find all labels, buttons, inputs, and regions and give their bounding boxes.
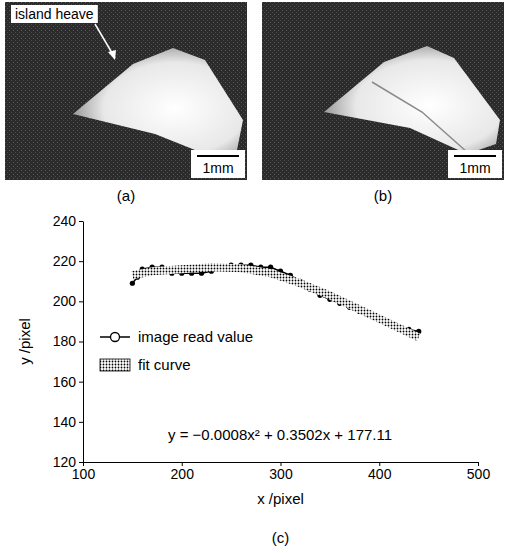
tick: 140 [53,414,83,430]
legend-entry: image read value [100,328,253,345]
tick: 120 [53,454,83,470]
inner-edge [372,82,467,152]
tick-mark [79,382,83,383]
tick-label: 220 [53,253,77,269]
sample-shape [73,48,243,158]
scale-bar-box [191,150,245,178]
figure: 1mmisland heave(a)1mm(b)1002003004005001… [0,0,510,553]
tick-mark [79,301,83,302]
legend-label: image read value [138,328,253,345]
tick: 300 [269,462,293,482]
annotation-box [11,5,98,23]
tick-mark [79,261,83,262]
scale-bar-box [448,150,502,178]
x-axis: 100200300400500 [72,462,491,482]
photo-panel: 1mm [262,2,504,180]
tick: 400 [368,462,392,482]
legend-marker [111,333,120,342]
tick: 240 [53,213,83,229]
tick-label: 120 [53,454,77,470]
legend-swatch [100,359,130,371]
tick-label: 140 [53,414,77,430]
scale-bar-label: 1mm [459,160,490,176]
tick-mark [79,462,83,463]
tick-mark [79,342,83,343]
annotation: island heave [11,5,116,60]
equation: y = −0.0008x² + 0.3502x + 177.11 [168,426,392,443]
tick-mark [79,422,83,423]
tick: 200 [53,293,83,309]
tick: 180 [53,333,83,349]
tick: 160 [53,374,83,390]
scale-bar-label: 1mm [202,160,233,176]
panel-label: (a) [117,187,135,204]
panel-label: (b) [374,187,392,204]
tick-label: 180 [53,333,77,349]
tick-label: 500 [467,466,491,482]
tick: 500 [467,462,491,482]
fit-band [132,267,418,337]
tick-label: 200 [171,466,195,482]
tick-label: 240 [53,213,77,229]
axis-line [83,222,84,463]
tick-label: 400 [368,466,392,482]
data-point [130,281,135,286]
legend-entry: fit curve [100,356,191,373]
y-axis: 120 140 160 180 200 220 240 [53,213,84,470]
annotation-label: island heave [15,6,94,22]
scale-bar-line [197,155,239,157]
photo-background [262,2,504,180]
tick-label: 300 [269,466,293,482]
photo-background [5,2,247,180]
scale-bar: 1mm [448,150,502,178]
tick-label: 200 [53,293,77,309]
scale-bar: 1mm [191,150,245,178]
tick-mark [79,221,83,222]
sample-shape [324,46,500,154]
plot-area [130,263,422,338]
scale-bar-line [454,155,496,157]
panel-label: (c) [272,529,290,546]
legend-label: fit curve [138,356,191,373]
tick-label: 160 [53,374,77,390]
annotation-arrowhead [108,50,116,60]
y-axis-title: y /pixel [16,318,33,365]
legend: image read value fit curve [100,328,253,373]
tick: 200 [171,462,195,482]
photo-panel: 1mm island heave [5,2,247,180]
x-axis-title: x /pixel [257,490,304,507]
tick: 220 [53,253,83,269]
